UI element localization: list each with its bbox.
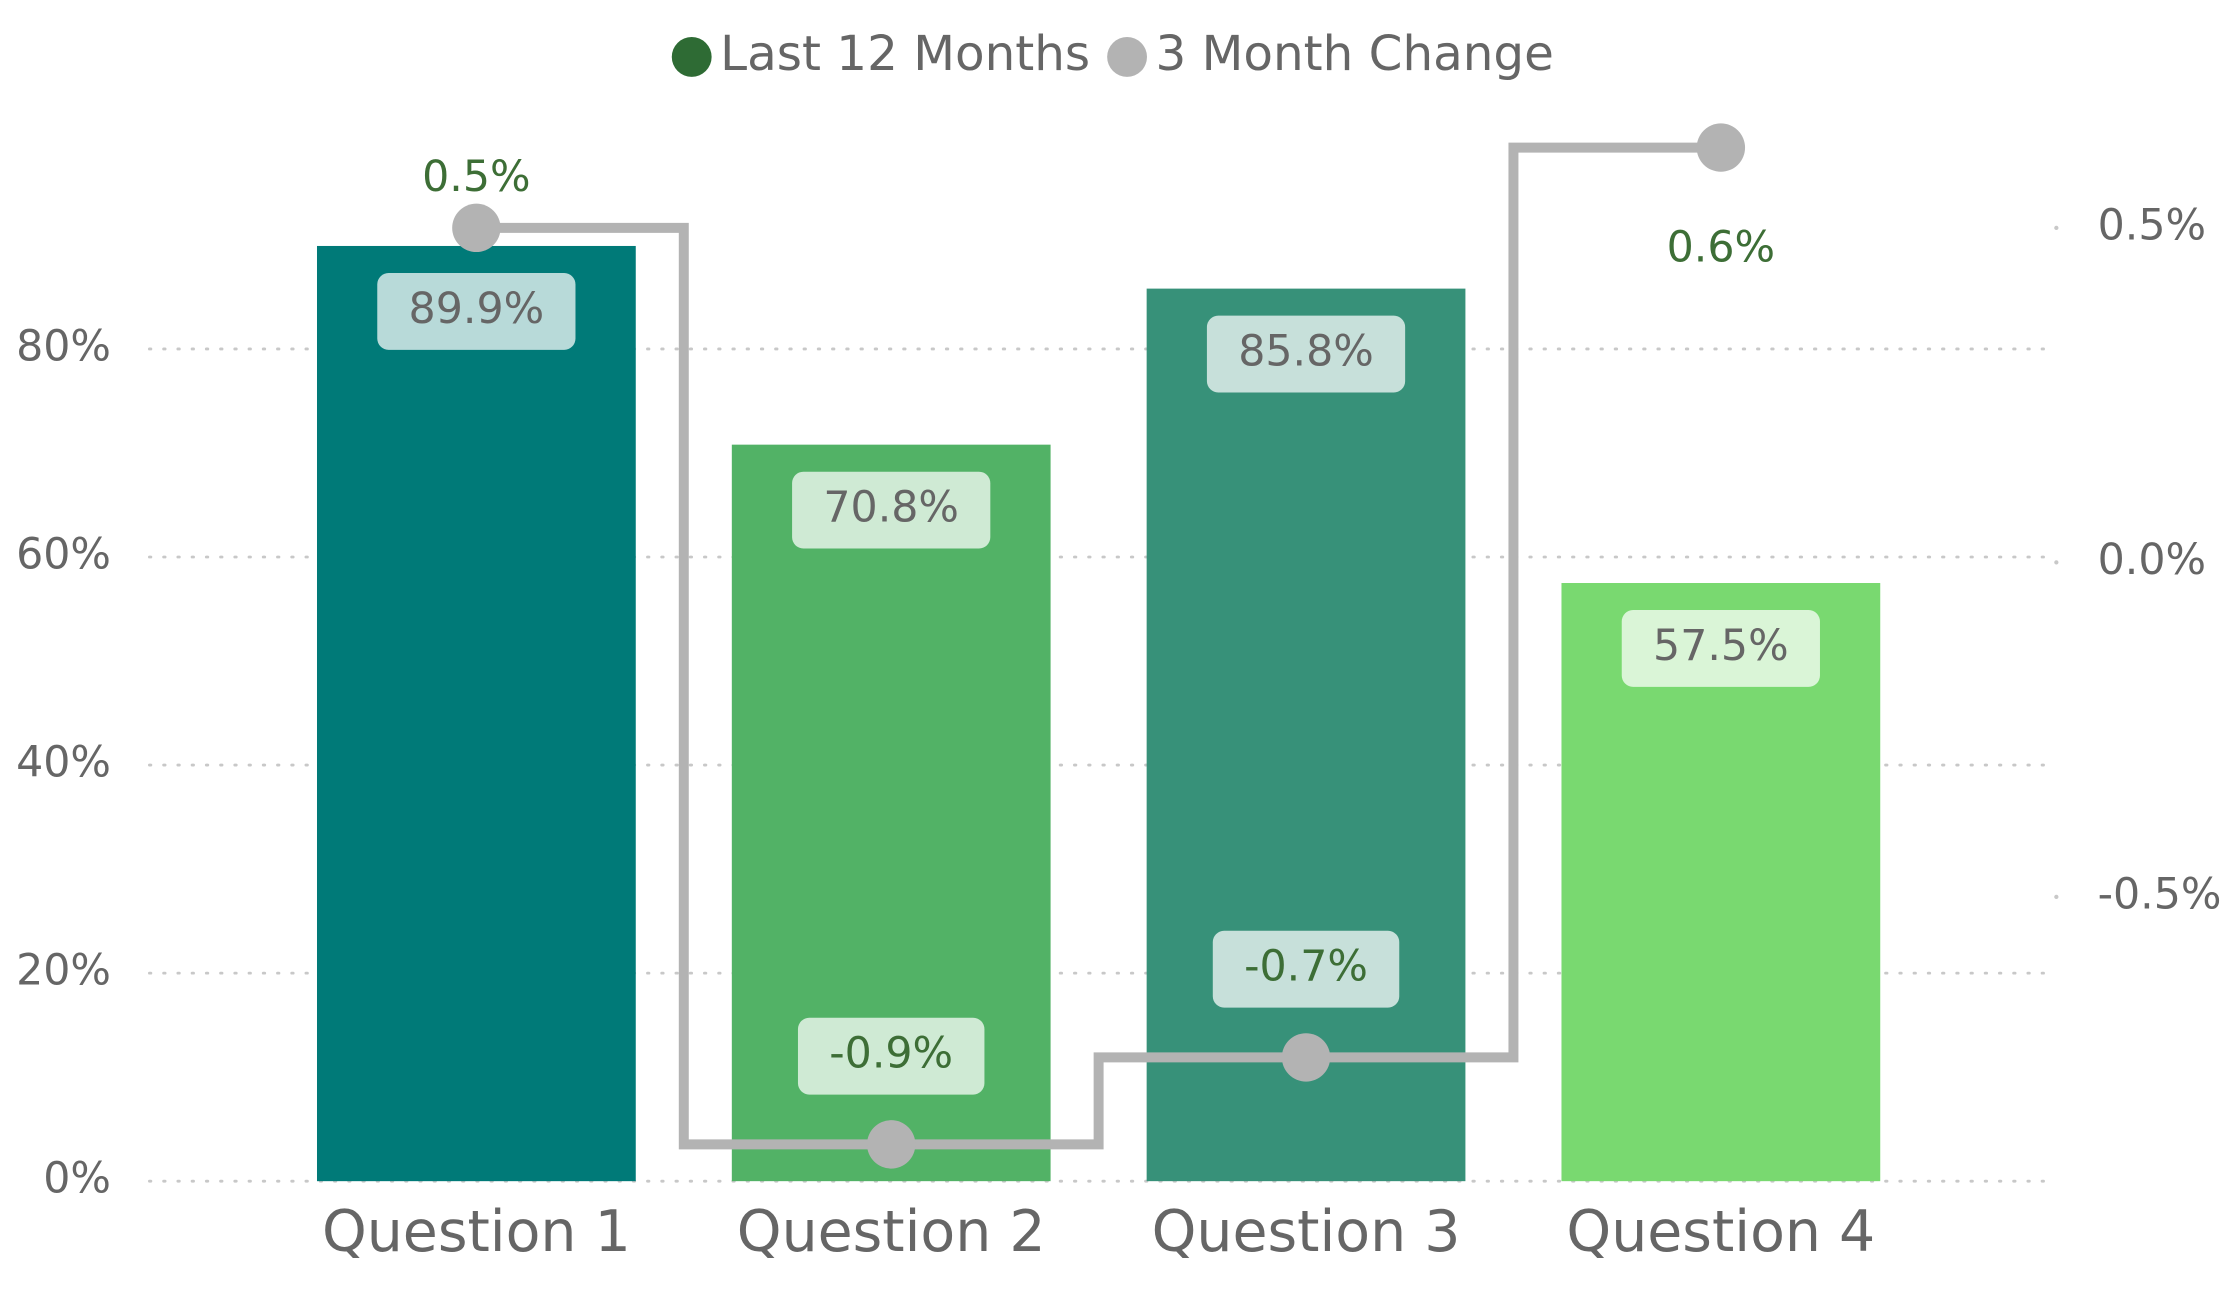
y-tick-label: 40% — [16, 738, 111, 788]
data-label-box — [1206, 315, 1406, 393]
x-tick-label: Question 3 — [1152, 1199, 1461, 1265]
y-tick-label: 80% — [16, 321, 111, 371]
x-tick-label: Question 1 — [322, 1199, 631, 1265]
y2-tick-label: -0.5% — [2098, 869, 2220, 919]
y2-tick-mark — [2054, 894, 2059, 899]
data-label: -0.9% — [829, 1029, 953, 1079]
legend-marker — [1107, 37, 1147, 77]
step-line — [476, 142, 1721, 1150]
legend: Last 12 Months 3 Month Change — [671, 26, 1554, 82]
x-tick-label: Question 4 — [1566, 1199, 1875, 1265]
data-label: 0.5% — [422, 152, 530, 202]
line-point — [1281, 1033, 1331, 1082]
y-tick-label: 60% — [16, 530, 111, 580]
line-point — [1696, 123, 1746, 172]
data-label: 85.8% — [1238, 327, 1374, 377]
data-label: 89.9% — [409, 284, 545, 334]
y2-tick-label: 0.5% — [2098, 200, 2206, 250]
bar — [1146, 288, 1466, 1182]
data-label: 0.6% — [1667, 223, 1775, 273]
y-tick-label: 20% — [16, 946, 111, 996]
y-tick-label: 0% — [43, 1154, 111, 1204]
line-point — [867, 1120, 916, 1169]
legend-label: 3 Month Change — [1156, 26, 1554, 82]
legend-marker — [671, 37, 712, 77]
bar — [316, 245, 636, 1182]
legend-label: Last 12 Months — [720, 26, 1090, 82]
y2-tick-mark — [2054, 560, 2059, 565]
data-label-box — [377, 273, 576, 350]
data-label: -0.7% — [1244, 942, 1368, 992]
x-tick-label: Question 2 — [737, 1199, 1046, 1265]
line-point — [452, 203, 501, 253]
legend-item: Last 12 Months — [671, 26, 1090, 82]
y2-tick-label: 0.0% — [2098, 535, 2206, 585]
y2-tick-mark — [2054, 225, 2059, 230]
data-label-box — [792, 471, 991, 549]
data-label-box — [1621, 610, 1820, 687]
data-label-box — [1212, 930, 1400, 1008]
data-label-box — [797, 1017, 985, 1095]
data-label: 57.5% — [1653, 621, 1789, 671]
data-label: 70.8% — [823, 483, 959, 533]
legend-item: 3 Month Change — [1107, 26, 1554, 82]
